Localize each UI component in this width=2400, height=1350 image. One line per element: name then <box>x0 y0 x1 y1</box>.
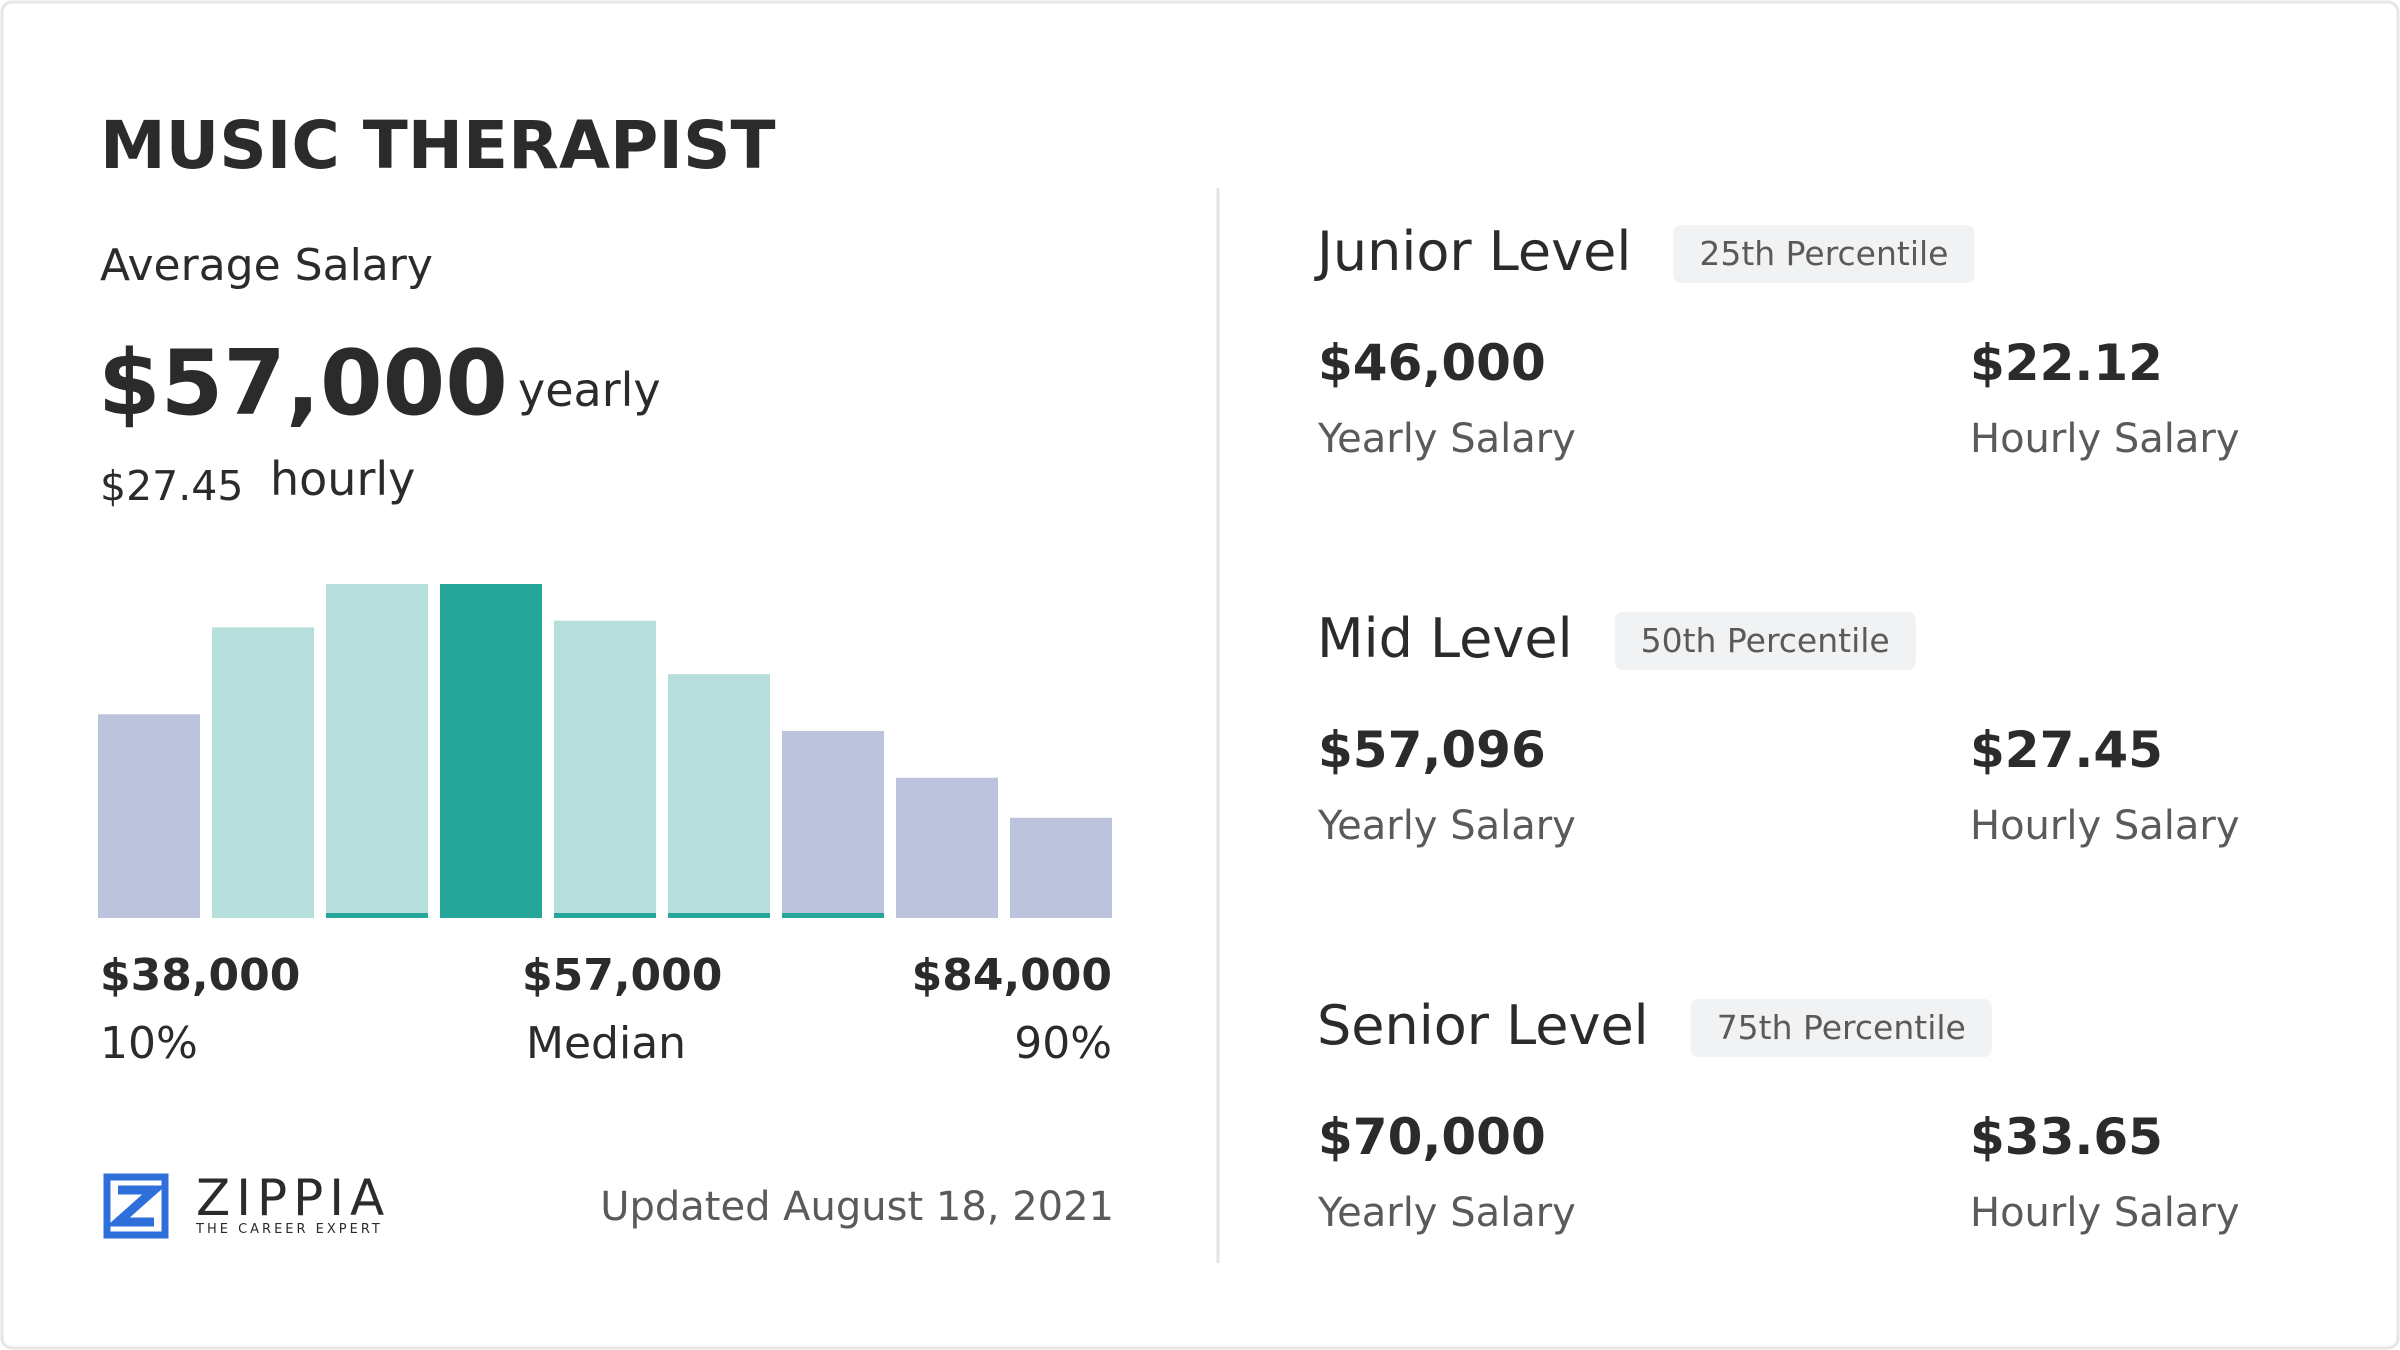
bar <box>98 714 200 918</box>
yearly-value: $46,000 <box>1318 334 1546 392</box>
percentile-label: 50th Percentile <box>1641 621 1890 660</box>
yearly-unit: yearly <box>518 363 661 417</box>
brand: ZIPPIA <box>196 1169 390 1227</box>
bar-underline <box>554 913 656 918</box>
annotation-label: Median <box>526 1018 686 1069</box>
bar <box>896 777 998 918</box>
bar <box>440 584 542 918</box>
job-title: MUSIC THERAPIST <box>100 107 776 184</box>
level-name: Senior Level <box>1317 994 1649 1057</box>
average-yearly: $57,000 <box>98 331 508 436</box>
percentile-badge <box>1690 999 1992 1057</box>
logo-frame <box>103 1173 169 1239</box>
hourly-value: $33.65 <box>1970 1108 2163 1166</box>
hourly-value: $27.45 <box>1970 721 2163 779</box>
hourly-value: $22.12 <box>1970 334 2163 392</box>
annotation-value: $57,000 <box>522 950 722 1001</box>
zippia-logo <box>103 1173 169 1239</box>
yearly-label: Yearly Salary <box>1317 803 1576 849</box>
hourly-label: Hourly Salary <box>1970 1190 2240 1236</box>
level-name: Mid Level <box>1317 607 1573 670</box>
bar <box>326 584 428 918</box>
bar <box>212 627 314 918</box>
bar-underline <box>326 913 428 918</box>
bar <box>782 730 884 918</box>
percentile-label: 75th Percentile <box>1717 1008 1966 1047</box>
percentile-label: 25th Percentile <box>1699 234 1948 273</box>
annotation-label: 10% <box>100 1018 198 1069</box>
yearly-label: Yearly Salary <box>1317 1190 1576 1236</box>
percentile-badge <box>1614 612 1916 670</box>
hourly-unit: hourly <box>270 452 415 506</box>
annotation-label: 90% <box>1014 1018 1112 1069</box>
average-label: Average Salary <box>100 240 433 291</box>
brand-tagline: THE CAREER EXPERT <box>195 1222 383 1237</box>
logo-z <box>106 1185 166 1227</box>
bar <box>668 674 770 918</box>
percentile-badge <box>1673 225 1975 283</box>
level-name: Junior Level <box>1314 220 1631 283</box>
updated-date: Updated August 18, 2021 <box>600 1184 1114 1230</box>
bar <box>1010 817 1112 918</box>
bar <box>554 620 656 918</box>
yearly-label: Yearly Salary <box>1317 416 1576 462</box>
yearly-value: $70,000 <box>1318 1108 1546 1166</box>
bar-underline <box>782 913 884 918</box>
bar-underline <box>668 913 770 918</box>
hourly-label: Hourly Salary <box>1970 416 2240 462</box>
average-hourly: $27.45 <box>100 462 243 510</box>
yearly-value: $57,096 <box>1318 721 1546 779</box>
annotation-value: $84,000 <box>912 950 1112 1001</box>
hourly-label: Hourly Salary <box>1970 803 2240 849</box>
annotation-value: $38,000 <box>100 950 300 1001</box>
